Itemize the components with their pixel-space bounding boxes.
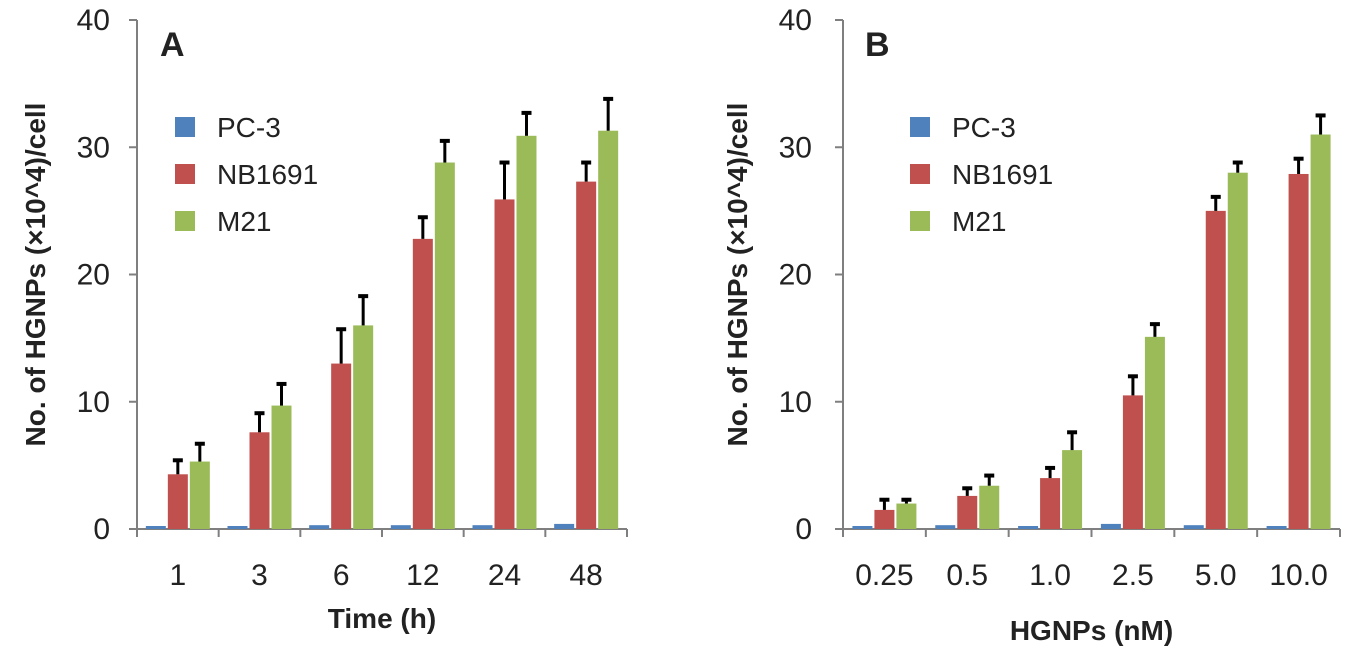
y-tick-label: 30 [77, 131, 110, 164]
bar-m21 [979, 485, 1000, 529]
y-tick-label: 40 [77, 4, 110, 37]
bar-pc-3 [1183, 525, 1204, 529]
y-tick-label: 0 [795, 513, 812, 546]
bar-m21 [353, 325, 374, 529]
bar-pc-3 [554, 523, 575, 529]
bar-pc-3 [1266, 526, 1287, 529]
x-tick-label: 5.0 [1195, 559, 1237, 592]
x-tick-label: 3 [251, 559, 268, 592]
bar-m21 [516, 135, 537, 530]
legend-entry: M21 [952, 206, 1006, 237]
x-tick-label: 2.5 [1112, 559, 1154, 592]
x-tick-label: 12 [406, 559, 439, 592]
legend-swatch [910, 117, 930, 137]
panel-label: B [865, 26, 890, 64]
x-tick-label: 48 [569, 559, 602, 592]
bar-m21 [189, 461, 210, 529]
bar-m21 [1227, 172, 1248, 529]
y-axis-title: No. of HGNPs (×10^4)/cell [20, 103, 51, 447]
bar-pc-3 [227, 526, 248, 529]
bar-nb1691 [1040, 478, 1061, 529]
bar-nb1691 [1288, 173, 1309, 529]
x-tick-label: 6 [333, 559, 350, 592]
bar-nb1691 [167, 474, 188, 529]
x-tick-label: 0.5 [946, 559, 988, 592]
bar-m21 [1062, 450, 1083, 529]
legend-swatch [175, 211, 195, 231]
legend-entry: PC-3 [217, 112, 281, 143]
bar-pc-3 [472, 525, 493, 529]
bar-pc-3 [1100, 523, 1121, 529]
y-tick-label: 40 [779, 4, 812, 37]
y-tick-label: 20 [77, 259, 110, 292]
bar-m21 [271, 405, 292, 529]
bar-nb1691 [412, 238, 433, 529]
x-tick-label: 1 [169, 559, 186, 592]
legend-swatch [910, 211, 930, 231]
bar-m21 [434, 162, 455, 529]
legend-swatch [175, 117, 195, 137]
y-tick-label: 10 [77, 386, 110, 419]
x-tick-label: 10.0 [1269, 559, 1327, 592]
legend-entry: PC-3 [952, 112, 1016, 143]
y-tick-label: 20 [779, 259, 812, 292]
legend-swatch [910, 164, 930, 184]
legend-swatch [175, 164, 195, 184]
x-tick-label: 1.0 [1029, 559, 1071, 592]
bar-nb1691 [1205, 210, 1226, 529]
bar-nb1691 [874, 509, 895, 529]
x-axis-title: Time (h) [328, 603, 436, 634]
bar-m21 [1144, 336, 1165, 529]
chart-panel-a: 0 10 20 30 40 1 3 6 12 24 48 No. of HGNPs (×10^4)/c… [20, 4, 628, 634]
chart-panel-b: 0 10 20 30 40 0.25 0.5 1.0 2.5 5.0 10.0 No. of HGNP… [722, 4, 1341, 646]
bar-pc-3 [935, 525, 956, 529]
bar-m21 [1310, 134, 1331, 529]
x-tick-label: 24 [488, 559, 521, 592]
y-tick-label: 10 [779, 386, 812, 419]
legend-entry: NB1691 [952, 159, 1053, 190]
y-tick-label: 0 [93, 513, 110, 546]
bar-pc-3 [390, 525, 411, 529]
bar-pc-3 [852, 526, 873, 529]
bar-pc-3 [1018, 526, 1039, 529]
bar-nb1691 [331, 363, 352, 529]
legend-entry: NB1691 [217, 159, 318, 190]
y-axis-title: No. of HGNPs (×10^4)/cell [722, 103, 753, 447]
bar-m21 [598, 130, 619, 529]
y-tick-label: 30 [779, 131, 812, 164]
bar-nb1691 [494, 199, 515, 530]
bar-pc-3 [309, 525, 330, 529]
bar-nb1691 [576, 181, 597, 530]
bar-m21 [896, 503, 917, 529]
bar-pc-3 [145, 526, 166, 529]
bar-nb1691 [957, 495, 978, 529]
x-tick-label: 0.25 [855, 559, 913, 592]
bar-nb1691 [249, 432, 270, 529]
bar-nb1691 [1122, 395, 1143, 529]
legend-entry: M21 [217, 206, 271, 237]
panel-label: A [160, 26, 185, 64]
x-axis-title: HGNPs (nM) [1010, 615, 1173, 646]
